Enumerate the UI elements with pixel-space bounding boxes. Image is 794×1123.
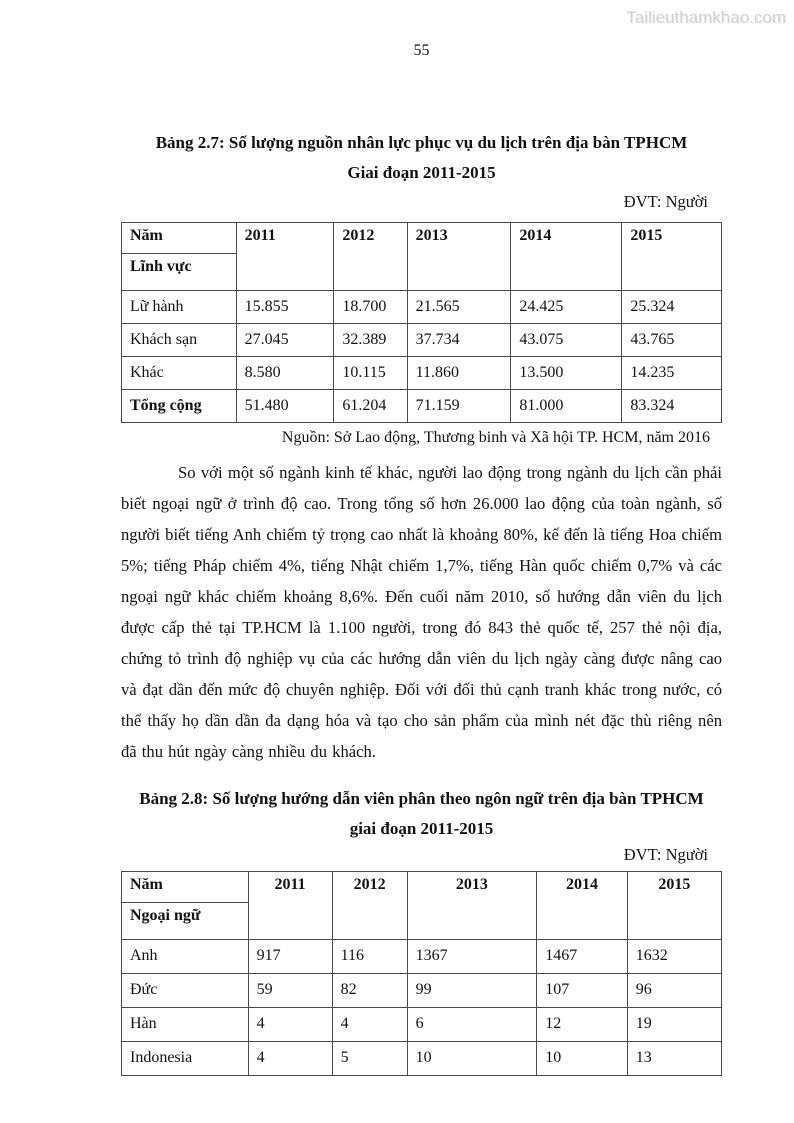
table-2-8: Năm 2011 2012 2013 2014 2015 Ngoại ngữ A… — [121, 870, 723, 1076]
row-label-cell: Khác — [121, 356, 237, 390]
value-cell-2015: 25.324 — [621, 290, 722, 324]
value-cell-2012: 61.204 — [333, 389, 408, 423]
table-header-row-bottom: Lĩnh vực — [121, 253, 722, 291]
corner-cell-nam: Năm — [121, 870, 249, 903]
value-cell-2015: 96 — [626, 972, 723, 1008]
value-cell-2014: 43.075 — [510, 323, 623, 357]
year-header-2014: 2014 — [510, 222, 623, 291]
table-2-7-unit-label: ĐVT: Người — [623, 192, 708, 211]
body-paragraph: So với một số ngành kinh tế khác, người … — [121, 463, 722, 761]
table-row: Khách sạn 27.045 32.389 37.734 43.075 43… — [121, 323, 722, 357]
value-cell-2012: 32.389 — [333, 323, 408, 357]
row-label-cell: Indonesia — [121, 1040, 249, 1076]
value-cell-2015: 1632 — [626, 938, 723, 974]
table-header-row-top: Năm 2011 2012 2013 2014 2015 — [121, 222, 722, 291]
corner-cell-linh-vuc: Lĩnh vực — [121, 253, 237, 291]
value-cell-2011: 8.580 — [235, 356, 335, 390]
year-header-2011: 2011 — [247, 870, 333, 940]
value-cell-2015: 19 — [626, 1006, 723, 1042]
table-2-8-unit-label: ĐVT: Người — [623, 844, 708, 864]
value-cell-2012: 18.700 — [333, 290, 408, 324]
value-cell-2011: 51.480 — [235, 389, 335, 423]
value-cell-2015: 43.765 — [621, 323, 722, 357]
value-cell-2013: 11.860 — [406, 356, 512, 390]
page-number: 55 — [413, 42, 430, 59]
value-cell-2013: 99 — [406, 972, 538, 1008]
table-row: Tổng cộng 51.480 61.204 71.159 81.000 83… — [121, 389, 722, 423]
page-content: 55 Bảng 2.7: Số lượng nguồn nhân lực phụ… — [121, 0, 723, 1076]
table-row: Indonesia 4 5 10 10 13 — [121, 1040, 723, 1076]
table-2-7-source: Nguồn: Sở Lao động, Thương binh và Xã hộ… — [281, 429, 710, 446]
year-header-2013: 2013 — [406, 222, 512, 291]
value-cell-2014: 107 — [536, 972, 628, 1008]
row-label-cell: Đức — [121, 972, 249, 1008]
year-header-2015: 2015 — [621, 222, 722, 291]
watermark: Tailieuthamkhao.com — [626, 8, 786, 27]
table-row: Khác 8.580 10.115 11.860 13.500 14.235 — [121, 356, 722, 390]
value-cell-2012: 10.115 — [333, 356, 408, 390]
year-header-2013: 2013 — [406, 870, 538, 940]
corner-cell-ngoai-ngu: Ngoại ngữ — [121, 901, 249, 940]
table-2-8-title: Bảng 2.8: Số lượng hướng dẫn viên phân t… — [121, 784, 722, 844]
value-cell-2014: 12 — [536, 1006, 628, 1042]
table-2-8-title-line2: giai đoạn 2011-2015 — [349, 818, 494, 838]
value-cell-2012: 4 — [331, 1006, 408, 1042]
value-cell-2011: 59 — [247, 972, 333, 1008]
value-cell-2014: 24.425 — [510, 290, 623, 324]
year-header-2012: 2012 — [333, 222, 408, 291]
year-header-2011: 2011 — [235, 222, 335, 291]
value-cell-2011: 27.045 — [235, 323, 335, 357]
table-2-7-title-line2: Giai đoạn 2011-2015 — [347, 163, 496, 182]
value-cell-2011: 15.855 — [235, 290, 335, 324]
value-cell-2013: 37.734 — [406, 323, 512, 357]
table-header-row-top: Năm 2011 2012 2013 2014 2015 — [121, 870, 723, 940]
row-label-cell: Khách sạn — [121, 323, 237, 357]
table-2-8-title-line1: Bảng 2.8: Số lượng hướng dẫn viên phân t… — [139, 788, 704, 808]
value-cell-2014: 10 — [536, 1040, 628, 1076]
corner-cell-nam: Năm — [121, 222, 237, 254]
row-label-cell: Anh — [121, 938, 249, 974]
year-header-2015: 2015 — [626, 870, 723, 940]
value-cell-2013: 21.565 — [406, 290, 512, 324]
value-cell-2013: 71.159 — [406, 389, 512, 423]
table-2-7-title-line1: Bảng 2.7: Số lượng nguồn nhân lực phục v… — [155, 133, 688, 152]
table-row: Hàn 4 4 6 12 19 — [121, 1006, 723, 1042]
value-cell-2015: 83.324 — [621, 389, 722, 423]
row-label-cell: Hàn — [121, 1006, 249, 1042]
table-2-7: Năm 2011 2012 2013 2014 2015 Lĩnh vực Lữ… — [121, 222, 722, 423]
table-row: Đức 59 82 99 107 96 — [121, 972, 723, 1008]
value-cell-2011: 4 — [247, 1006, 333, 1042]
value-cell-2012: 116 — [331, 938, 408, 974]
value-cell-2014: 13.500 — [510, 356, 623, 390]
year-header-2012: 2012 — [331, 870, 408, 940]
table-header-row-bottom: Ngoại ngữ — [121, 901, 722, 940]
value-cell-2012: 82 — [331, 972, 408, 1008]
value-cell-2014: 81.000 — [510, 389, 623, 423]
value-cell-2012: 5 — [331, 1040, 408, 1076]
value-cell-2011: 4 — [247, 1040, 333, 1076]
year-header-2014: 2014 — [536, 870, 628, 940]
value-cell-2013: 1367 — [406, 938, 538, 974]
value-cell-2013: 6 — [406, 1006, 538, 1042]
value-cell-2015: 13 — [626, 1040, 723, 1076]
table-row: Anh 917 116 1367 1467 1632 — [121, 938, 723, 974]
table-row: Lữ hành 15.855 18.700 21.565 24.425 25.3… — [121, 290, 722, 324]
value-cell-2014: 1467 — [536, 938, 628, 974]
value-cell-2013: 10 — [406, 1040, 538, 1076]
row-label-cell: Tổng cộng — [121, 389, 237, 423]
row-label-cell: Lữ hành — [121, 290, 237, 324]
value-cell-2011: 917 — [247, 938, 333, 974]
value-cell-2015: 14.235 — [621, 356, 722, 390]
table-2-7-title: Bảng 2.7: Số lượng nguồn nhân lực phục v… — [121, 128, 722, 188]
